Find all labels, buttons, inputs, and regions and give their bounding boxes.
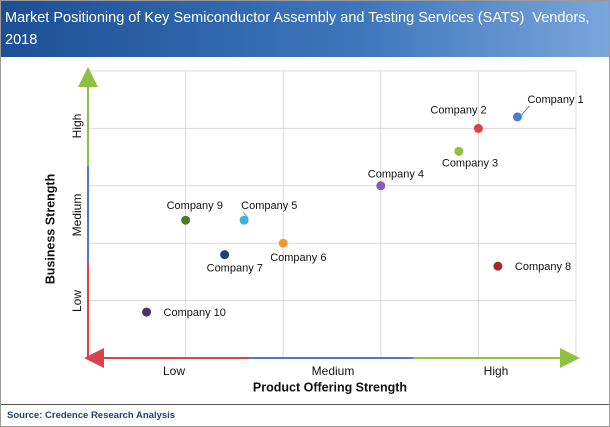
point-label: Company 10 bbox=[164, 307, 226, 319]
point-label: Company 7 bbox=[207, 263, 263, 275]
y-level-label: High bbox=[70, 114, 84, 139]
y-level-label: Medium bbox=[70, 194, 84, 237]
point-label: Company 8 bbox=[515, 261, 571, 273]
data-point bbox=[239, 215, 249, 225]
data-point bbox=[220, 250, 230, 260]
data-point bbox=[142, 307, 152, 317]
x-level-label: Low bbox=[163, 364, 185, 378]
x-level-label: Medium bbox=[312, 364, 355, 378]
data-point bbox=[181, 215, 191, 225]
point-label: Company 5 bbox=[241, 200, 297, 212]
point-label: Company 9 bbox=[167, 200, 223, 212]
x-level-label: High bbox=[484, 364, 509, 378]
data-point bbox=[473, 123, 483, 133]
leader-line bbox=[521, 105, 530, 116]
point-label: Company 3 bbox=[442, 157, 498, 169]
source: Source: Credence Research Analysis bbox=[7, 410, 176, 421]
grid bbox=[88, 70, 577, 358]
data-point bbox=[493, 261, 503, 271]
point-label: Company 1 bbox=[527, 94, 583, 106]
y-axis-title: Business Strength bbox=[43, 174, 57, 284]
data-point bbox=[512, 112, 522, 122]
data-point bbox=[454, 146, 464, 156]
point-label: Company 6 bbox=[270, 252, 326, 264]
data-point bbox=[376, 181, 386, 191]
chart-title: Market Positioning of Key Semiconductor … bbox=[1, 1, 609, 57]
x-axis-title: Product Offering Strength bbox=[253, 380, 407, 394]
footer-rule bbox=[1, 404, 609, 405]
y-level-label: Low bbox=[70, 290, 84, 312]
point-label: Company 4 bbox=[368, 169, 424, 181]
data-point bbox=[278, 238, 288, 248]
point-label: Company 2 bbox=[430, 104, 486, 116]
